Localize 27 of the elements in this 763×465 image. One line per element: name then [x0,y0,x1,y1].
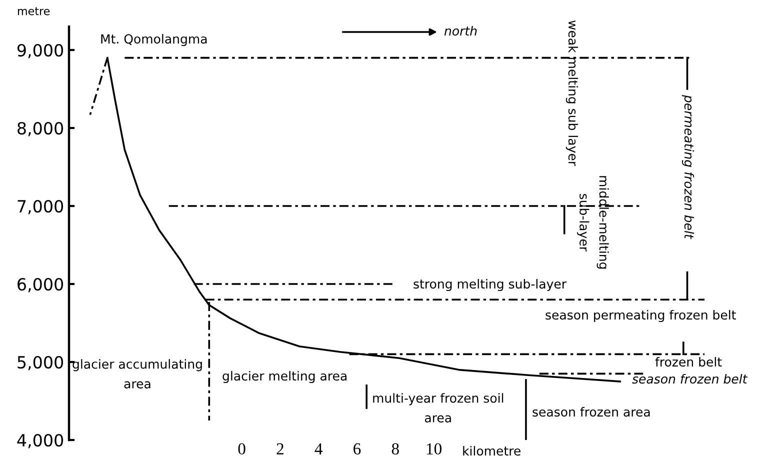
annotation: glacier accumulating area [72,359,202,388]
annotation: season frozen belt [632,374,748,384]
x-tick-label: 0 [238,443,246,455]
annotation: Mt. Qomolangma [101,34,207,46]
annotation: season frozen area [532,406,650,417]
x-tick-label: 10 [426,443,442,455]
y-tick-label: 5,000 [18,356,64,370]
y-tick-label: 4,000 [17,434,64,448]
annotation: glacier melting area [222,370,346,384]
x-tick-label: 6 [354,443,361,455]
x-tick-label: 4 [314,443,323,454]
x-axis-title: kilometre [463,446,520,456]
annotation: multi-year frozen soil area [373,393,504,422]
annotation: weak melting sub layer [566,20,578,166]
y-tick-label: 9,000 [17,44,64,58]
annotation: frozen belt [655,356,722,367]
annotation: season permeating frozen belt [546,310,736,322]
annotation: north [444,26,477,36]
x-tick-label: 8 [392,443,399,455]
annotation: permeating frozen belt [682,94,694,240]
y-tick-label: 6,000 [18,278,64,292]
annotation: strong melting sub-layer [414,278,567,292]
y-axis-title: metre [18,7,50,16]
annotation: middle-melting sub-layer [577,176,609,269]
y-tick-label: 7,000 [18,200,64,214]
y-tick-label: 8,000 [18,122,64,136]
x-tick-label: 2 [276,443,284,454]
